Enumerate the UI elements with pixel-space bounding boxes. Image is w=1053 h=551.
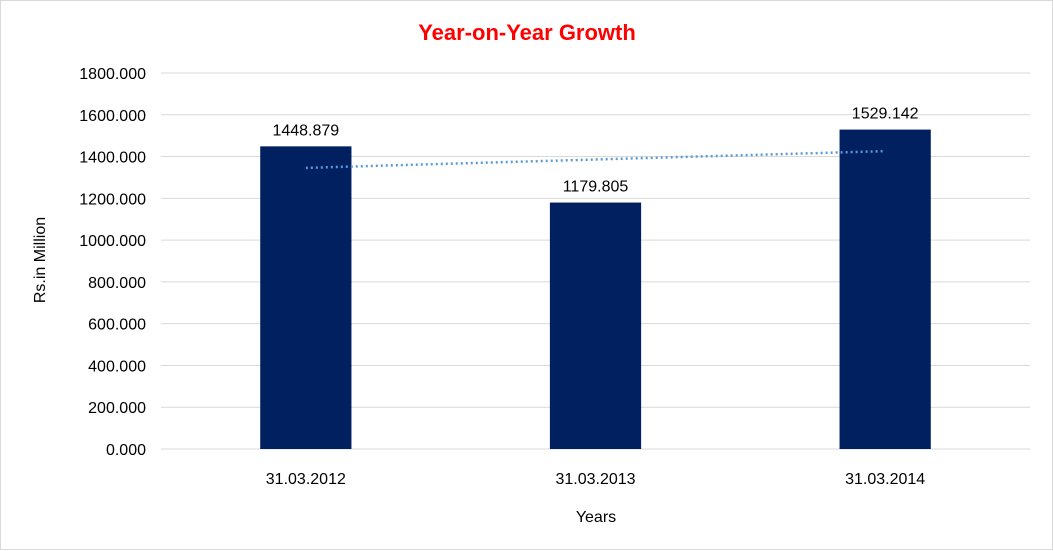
trendline-layer: [305, 149, 886, 170]
data-label: 1448.879: [272, 122, 339, 139]
y-tick-label: 1000.000: [79, 233, 146, 250]
y-tick-label: 1600.000: [79, 108, 146, 125]
y-tick-label: 1800.000: [79, 66, 146, 83]
y-tick-label: 1200.000: [79, 191, 146, 208]
y-axis-ticks: 0.000 200.000 400.000 600.000 800.000 1000.00…: [79, 66, 146, 459]
y-tick-label: 0.000: [106, 442, 146, 459]
bar: [260, 146, 352, 449]
y-tick-label: 400.000: [88, 358, 146, 375]
data-label: 1529.142: [852, 106, 919, 123]
x-tick-label: 31.03.2013: [555, 471, 635, 488]
x-tick-label: 31.03.2012: [266, 471, 346, 488]
bar: [839, 129, 931, 449]
chart-title: Year-on-Year Growth: [418, 20, 636, 45]
x-tick-label: 31.03.2014: [845, 471, 925, 488]
y-tick-label: 600.000: [88, 317, 146, 334]
y-tick-label: 800.000: [88, 275, 146, 292]
y-tick-label: 200.000: [88, 400, 146, 417]
x-axis-title: Years: [576, 509, 616, 526]
y-axis-title: Rs.in Million: [32, 217, 49, 303]
data-labels: 1448.879 1179.805 1529.142: [272, 106, 918, 196]
x-axis-ticks: 31.03.2012 31.03.2013 31.03.2014: [266, 471, 926, 488]
y-tick-label: 1400.000: [79, 150, 146, 167]
data-label: 1179.805: [563, 179, 629, 196]
trendline: [305, 149, 886, 170]
bars: [260, 129, 931, 449]
bar: [549, 202, 642, 449]
